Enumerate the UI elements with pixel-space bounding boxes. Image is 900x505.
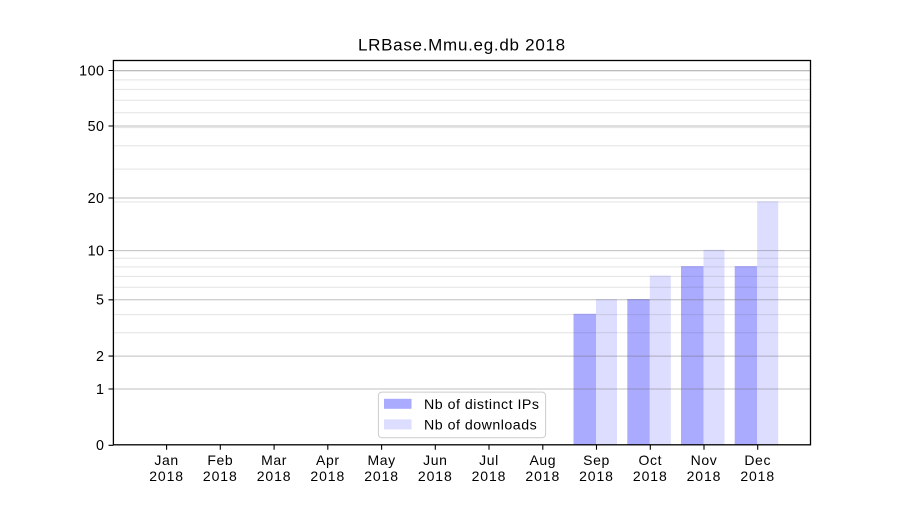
svg-text:2018: 2018 <box>418 468 453 484</box>
svg-text:LRBase.Mmu.eg.db 2018: LRBase.Mmu.eg.db 2018 <box>358 36 566 55</box>
svg-text:1: 1 <box>96 382 104 398</box>
svg-text:Jan: Jan <box>154 452 178 468</box>
svg-text:2018: 2018 <box>310 468 345 484</box>
svg-text:Mar: Mar <box>261 452 287 468</box>
svg-text:2018: 2018 <box>257 468 292 484</box>
svg-text:2018: 2018 <box>687 468 722 484</box>
svg-text:20: 20 <box>88 191 105 207</box>
svg-text:Jun: Jun <box>423 452 447 468</box>
svg-text:2018: 2018 <box>149 468 184 484</box>
svg-text:Apr: Apr <box>316 452 340 468</box>
svg-text:Dec: Dec <box>744 452 771 468</box>
svg-text:Nb of downloads: Nb of downloads <box>424 418 537 434</box>
svg-text:50: 50 <box>88 119 105 135</box>
svg-text:May: May <box>367 452 395 468</box>
svg-text:Nb of distinct IPs: Nb of distinct IPs <box>424 397 539 413</box>
svg-text:2018: 2018 <box>633 468 668 484</box>
svg-text:Sep: Sep <box>583 452 610 468</box>
svg-text:2018: 2018 <box>525 468 560 484</box>
svg-text:2018: 2018 <box>203 468 238 484</box>
svg-text:Aug: Aug <box>529 452 556 468</box>
svg-text:10: 10 <box>88 243 105 259</box>
svg-text:Oct: Oct <box>639 452 663 468</box>
svg-text:2018: 2018 <box>364 468 399 484</box>
svg-text:5: 5 <box>96 293 104 309</box>
svg-text:2018: 2018 <box>740 468 775 484</box>
svg-text:2018: 2018 <box>579 468 614 484</box>
svg-text:2018: 2018 <box>472 468 507 484</box>
svg-text:100: 100 <box>79 63 104 79</box>
svg-text:Feb: Feb <box>207 452 233 468</box>
svg-text:0: 0 <box>96 438 104 454</box>
svg-text:Jul: Jul <box>479 452 499 468</box>
svg-text:Nov: Nov <box>691 452 718 468</box>
svg-text:2: 2 <box>96 349 104 365</box>
